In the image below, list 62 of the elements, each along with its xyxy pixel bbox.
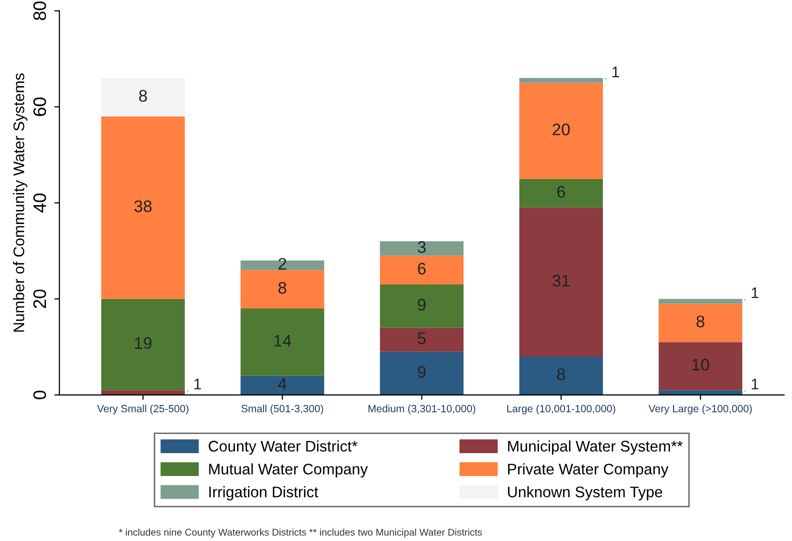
data-label: 3 [418, 241, 426, 253]
x-tick-label: Very Large (>100,000) [648, 404, 752, 414]
bar [101, 116, 185, 299]
data-label: 38 [134, 200, 152, 212]
data-label: 8 [139, 90, 147, 102]
data-label: 9 [418, 366, 426, 378]
data-label: 31 [552, 274, 570, 287]
bar [658, 390, 742, 395]
data-label: 1 [752, 288, 758, 298]
bar [380, 241, 464, 256]
legend-label: Private Water Company [508, 463, 668, 478]
y-tick-label: 0 [33, 390, 46, 400]
text: * includes nine County Waterworks Districts ** includes two Municipal Water Districts [118, 528, 482, 538]
y-tick-label: 20 [33, 290, 46, 308]
bar [380, 256, 464, 284]
bar [240, 376, 324, 395]
legend-label: Mutual Water Company [209, 463, 368, 478]
bar [380, 284, 464, 328]
legend-label: Municipal Water System** [508, 440, 683, 455]
data-label: 20 [552, 124, 570, 136]
bar [658, 304, 742, 342]
bar [658, 342, 742, 390]
legend-label: Irrigation District [209, 486, 318, 500]
y-tick-label: 60 [33, 98, 46, 116]
bar [519, 356, 603, 395]
x-tick-label: Small (501-3,300) [241, 404, 324, 414]
data-label: 1 [194, 378, 201, 390]
y-axis-title: Number of Community Water Systems [13, 73, 28, 332]
bar [240, 270, 324, 309]
bar [101, 298, 185, 390]
data-label: 6 [418, 262, 426, 275]
bar [240, 308, 324, 376]
data-label: 1 [752, 378, 758, 390]
x-tick-label: Very Small (25-500) [97, 404, 188, 414]
data-label: 8 [278, 282, 286, 294]
bar [519, 78, 603, 83]
legend-label: County Water District* [208, 440, 358, 455]
data-label: 2 [278, 258, 286, 270]
bar [380, 328, 464, 352]
bar [101, 78, 185, 116]
data-label: 6 [557, 186, 566, 198]
bar [658, 298, 742, 304]
bar [519, 178, 603, 208]
data-label: 10 [692, 358, 710, 371]
bar [519, 82, 603, 179]
bar [240, 260, 324, 270]
y-tick-label: 40 [33, 194, 46, 212]
legend-label: Unknown System Type [508, 486, 662, 500]
bar [519, 208, 603, 357]
y-tick-label: 80 [33, 1, 46, 20]
bar [101, 390, 185, 395]
data-label: 8 [696, 316, 704, 328]
x-tick-label: Large (10,001-100,000) [507, 404, 616, 414]
x-tick-label: Medium (3,301-10,000) [368, 404, 476, 414]
data-label: 9 [418, 298, 426, 311]
data-label: 8 [557, 368, 566, 380]
bar [380, 352, 464, 395]
data-label: 14 [274, 334, 292, 346]
data-label: 5 [418, 332, 426, 344]
data-label: 19 [135, 337, 152, 349]
data-label: 1 [612, 66, 620, 78]
data-label: 4 [278, 378, 287, 390]
